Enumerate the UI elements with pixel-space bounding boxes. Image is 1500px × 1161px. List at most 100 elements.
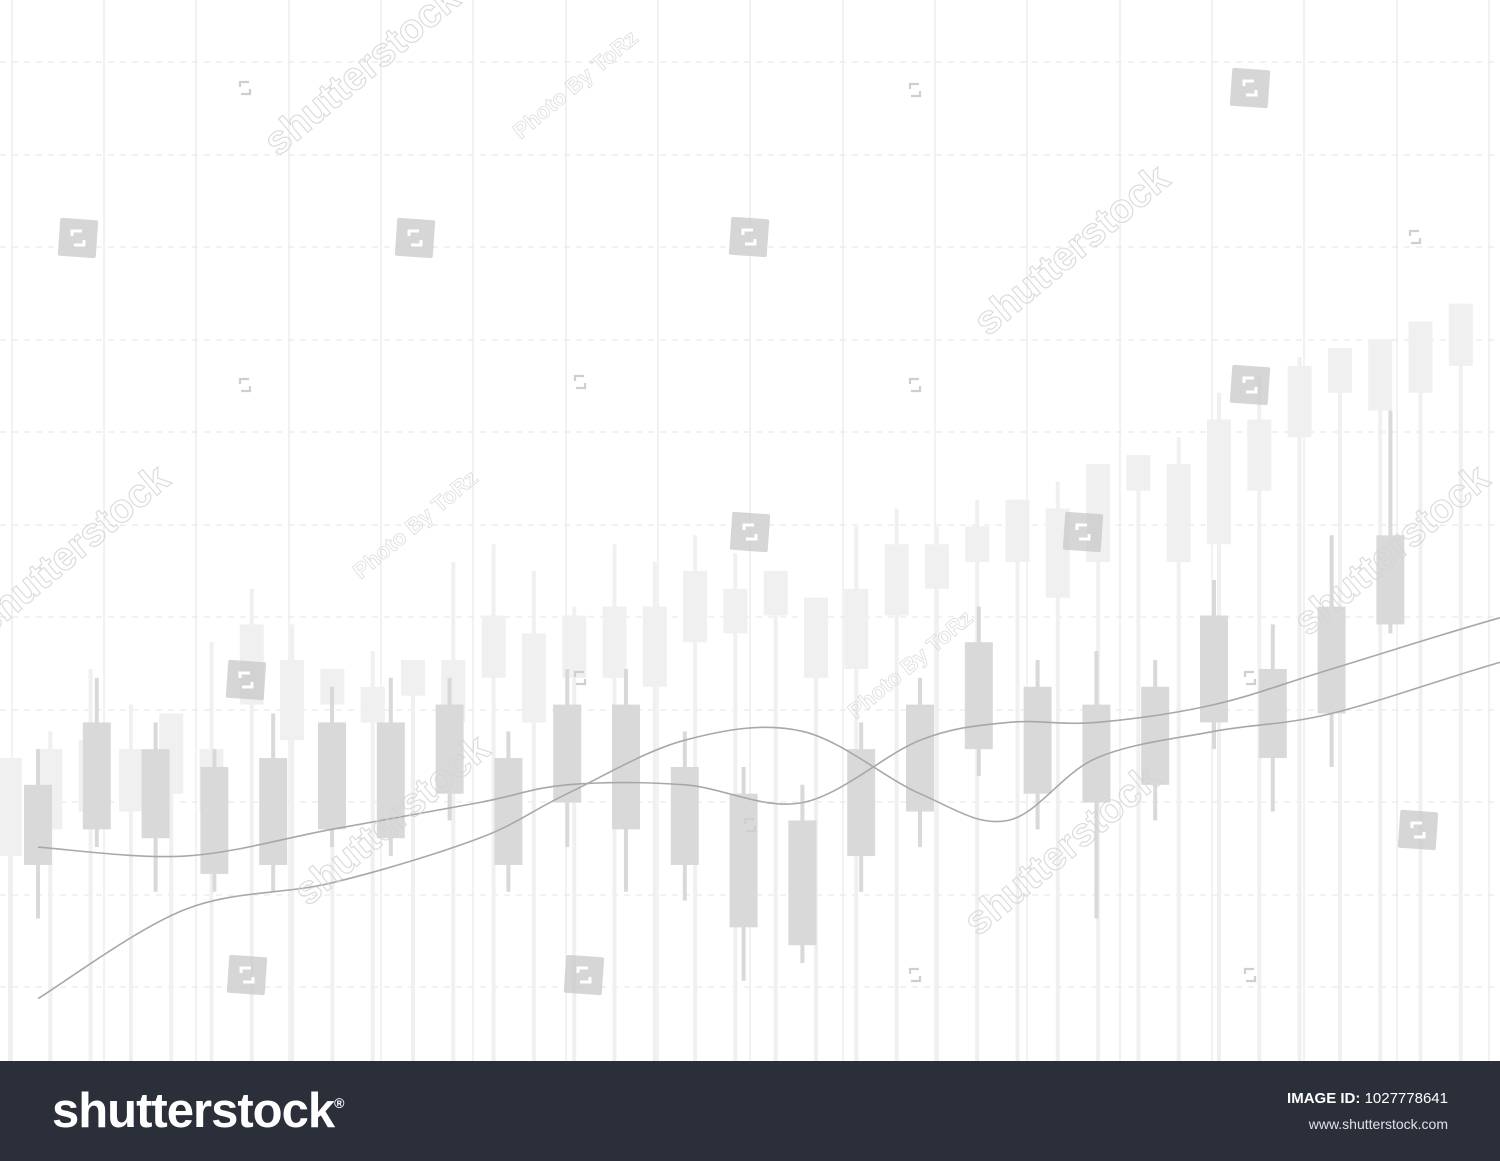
badge-glyph: [407, 229, 423, 247]
candle-body: [200, 766, 229, 874]
watermark-text: Photo By ToRz: [348, 465, 483, 584]
shutterstock-badge-icon: [1062, 511, 1104, 553]
background-candle-body: [844, 588, 869, 669]
watermark-glyph-icon: [573, 374, 587, 390]
background-candle-body: [763, 570, 788, 616]
badge-glyph: [1410, 821, 1426, 839]
watermark-glyph-icon: [238, 377, 252, 393]
candle-body: [788, 820, 817, 946]
background-candle-body: [884, 544, 909, 616]
background-candles: [0, 303, 1473, 1061]
badge-glyph: [1242, 79, 1258, 97]
watermark-glyph-icon: [1243, 670, 1257, 686]
candle-body: [612, 704, 640, 830]
shutterstock-badge-icon: [1397, 809, 1439, 851]
shutterstock-badge-icon: [729, 511, 771, 553]
candle-body: [1141, 686, 1170, 785]
registered-mark: ®: [334, 1095, 344, 1111]
candlestick-chart: shutterstock shutterstock shutterstock shut…: [0, 0, 1500, 1061]
watermark-text: shutterstock: [966, 156, 1179, 344]
background-candle-body: [1126, 455, 1151, 491]
background-candle-body: [481, 615, 506, 678]
shutterstock-badge-icon: [57, 217, 99, 259]
candle-body: [670, 766, 699, 865]
moving-average-lines: [37, 616, 1500, 1000]
background-candle-body: [118, 749, 143, 812]
background-candle-body: [360, 686, 385, 723]
candle-body: [1317, 606, 1346, 714]
badge-glyph: [1242, 376, 1258, 394]
background-candle-body: [0, 758, 22, 857]
candle-body: [729, 793, 758, 928]
candle-body: [1258, 668, 1287, 759]
image-id-value: 1027778641: [1364, 1090, 1448, 1107]
background-candle-body: [683, 570, 708, 643]
site-url: www.shutterstock.com: [1308, 1116, 1448, 1132]
background-candle-body: [602, 606, 627, 678]
background-candle-body: [1166, 464, 1191, 563]
candle-body: [553, 704, 582, 803]
logo-text: shutterstock: [52, 1084, 335, 1138]
candle-body: [906, 704, 934, 812]
shutterstock-badge-icon: [225, 659, 267, 701]
background-candle-body: [1368, 339, 1393, 411]
watermark-glyph-icon: [573, 670, 587, 686]
background-candle-body: [521, 633, 546, 723]
watermark-glyph-icon: [1408, 229, 1422, 245]
chart-canvas: shutterstock shutterstock shutterstock shut…: [0, 0, 1500, 1061]
footer-bar: shutterstock® IMAGE ID: 1027778641 www.s…: [0, 1061, 1500, 1161]
background-candle-body: [1005, 499, 1030, 563]
candle-body: [82, 722, 111, 830]
background-candle-body: [1408, 321, 1433, 393]
watermark-glyph-icon: [1243, 967, 1257, 983]
shutterstock-logo: shutterstock®: [52, 1083, 344, 1139]
watermark-glyph-icon: [908, 82, 922, 98]
watermark-text: shutterstock: [0, 456, 178, 644]
candle-body: [435, 704, 464, 794]
badge-glyph: [70, 229, 86, 247]
shutterstock-badge-icon: [728, 216, 770, 258]
image-id: IMAGE ID: 1027778641: [1287, 1090, 1448, 1107]
candle-body: [141, 749, 170, 839]
shutterstock-badge-icon: [1229, 364, 1271, 406]
badge-glyph: [741, 228, 757, 246]
shutterstock-badge-icon: [1229, 67, 1271, 109]
background-candle-body: [924, 544, 949, 589]
moving-average-line: [37, 616, 1500, 858]
candle-body: [1023, 686, 1052, 794]
background-candle-body: [965, 526, 990, 563]
background-candle-body: [1287, 366, 1312, 438]
shutterstock-badge-icon: [394, 217, 436, 259]
background-candle-body: [804, 597, 828, 678]
candle-body: [964, 642, 993, 750]
candle-body: [24, 784, 52, 865]
badge-glyph: [576, 966, 592, 984]
foreground-candles: [24, 410, 1405, 981]
candle-body: [494, 758, 523, 865]
watermark-text: Photo By ToRz: [508, 25, 643, 144]
badge-glyph: [742, 523, 758, 541]
background-candle-body: [723, 588, 748, 634]
background-candle-body: [642, 606, 667, 687]
badge-glyph: [238, 671, 254, 689]
watermark-glyph-icon: [908, 967, 922, 983]
background-candle-body: [1448, 303, 1473, 367]
background-candle-body: [1247, 419, 1272, 491]
background-candle-body: [562, 615, 587, 678]
watermark-text: shutterstock: [956, 756, 1169, 944]
watermark-text: shutterstock: [256, 0, 469, 164]
background-candle-body: [1327, 348, 1352, 393]
image-id-label: IMAGE ID:: [1287, 1090, 1361, 1107]
shutterstock-badge-icon: [563, 954, 605, 996]
background-candle-body: [280, 660, 305, 741]
watermark-glyph-icon: [238, 80, 252, 96]
moving-average-line: [37, 661, 1500, 1000]
candle-body: [259, 758, 288, 865]
candle-body: [847, 749, 876, 857]
watermark-glyph-icon: [908, 377, 922, 393]
candle-body: [1376, 535, 1405, 625]
background-candle-body: [1207, 419, 1231, 545]
badge-glyph: [239, 966, 255, 984]
candle-body: [318, 722, 346, 830]
badge-glyph: [1075, 523, 1091, 541]
